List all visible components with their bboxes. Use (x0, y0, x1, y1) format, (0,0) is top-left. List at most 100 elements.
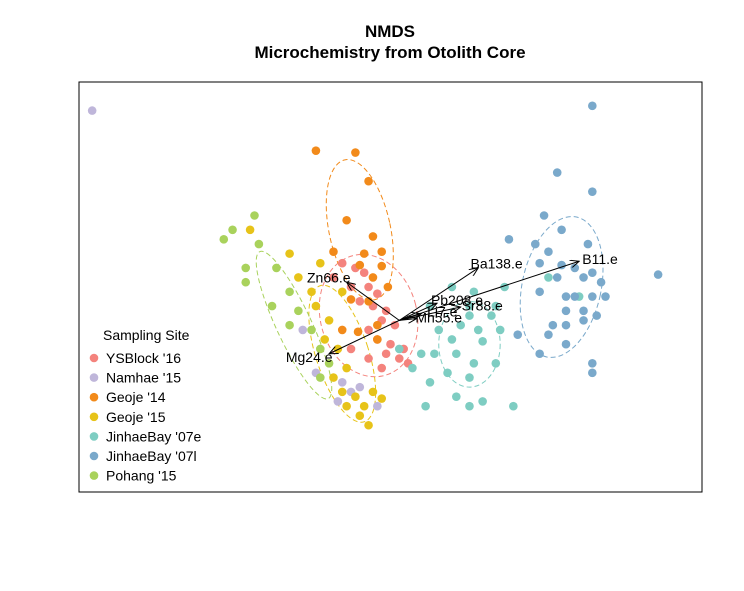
legend-swatch-3 (89, 412, 99, 422)
point-series-4-9 (434, 325, 444, 335)
legend-label-0: YSBlock '16 (106, 350, 181, 366)
point-series-0-3 (329, 273, 338, 282)
point-series-4-6 (465, 311, 474, 320)
point-series-5-8 (583, 239, 593, 249)
vector-arrow-1 (398, 268, 478, 321)
point-series-5-4 (557, 225, 566, 235)
point-series-3-5 (337, 287, 347, 297)
chart-subtitle: Microchemistry from Otolith Core (254, 43, 525, 62)
point-series-6-13 (324, 358, 334, 368)
vector-label-5: Mn55.e (415, 310, 462, 326)
point-series-5-33 (588, 368, 597, 378)
point-series-6-7 (285, 287, 294, 297)
point-series-5-7 (544, 247, 553, 257)
point-series-1-3 (337, 378, 347, 387)
point-series-5-28 (513, 330, 523, 339)
point-series-2-12 (346, 295, 356, 304)
legend-label-3: Geoje '15 (106, 409, 166, 425)
point-series-0-17 (394, 354, 404, 363)
ellipse-series-3 (308, 284, 377, 423)
point-series-4-8 (456, 320, 465, 330)
legend-swatch-4 (89, 432, 99, 441)
point-series-2-8 (355, 260, 365, 270)
point-series-5-32 (588, 358, 597, 368)
point-series-3-0 (245, 225, 255, 235)
vector-label-7: Mg24.e (286, 349, 333, 365)
point-series-3-17 (355, 411, 365, 421)
point-series-5-13 (653, 270, 663, 279)
chart-title: NMDS (365, 22, 415, 41)
point-series-5-17 (535, 287, 544, 297)
point-series-3-14 (342, 401, 351, 411)
legend-label-2: Geoje '14 (106, 389, 166, 405)
point-series-4-7 (487, 311, 496, 320)
point-series-5-31 (535, 349, 544, 359)
point-series-3-16 (377, 394, 387, 403)
point-series-6-3 (254, 239, 264, 249)
point-series-4-21 (443, 368, 452, 378)
point-series-4-2 (469, 287, 479, 297)
point-series-2-7 (377, 247, 387, 257)
point-series-1-6 (355, 382, 365, 392)
legend-label-5: JinhaeBay '07l (106, 448, 197, 464)
point-series-6-9 (294, 306, 303, 316)
point-series-5-5 (504, 235, 514, 244)
point-series-4-22 (465, 373, 474, 382)
point-series-6-1 (228, 225, 237, 235)
legend-title: Sampling Site (103, 327, 190, 343)
legend-swatch-1 (89, 373, 99, 382)
point-series-5-26 (579, 316, 588, 325)
legend-swatch-6 (89, 471, 99, 480)
ellipse-series-5 (519, 216, 604, 358)
point-series-4-25 (478, 397, 487, 406)
point-series-6-11 (285, 320, 294, 330)
point-series-4-16 (430, 349, 439, 359)
point-series-0-12 (364, 325, 373, 335)
point-series-5-2 (588, 187, 597, 196)
point-series-4-17 (452, 349, 461, 359)
point-series-3-11 (329, 373, 338, 382)
point-series-0-6 (373, 289, 382, 298)
point-series-0-21 (346, 344, 356, 354)
point-series-2-1 (351, 148, 360, 157)
point-series-5-25 (561, 320, 571, 330)
point-series-1-7 (373, 401, 382, 411)
vector-label-4: Li7.e (427, 303, 458, 319)
legend-label-6: Pohang '15 (106, 468, 177, 484)
point-series-5-6 (530, 239, 540, 249)
point-series-4-29 (544, 273, 553, 282)
point-series-5-15 (579, 273, 588, 282)
point-series-3-12 (351, 392, 360, 401)
point-series-4-19 (491, 358, 501, 368)
point-series-6-2 (219, 235, 229, 244)
legend: Sampling Site YSBlock '16 Namhae '15 Geoje… (89, 327, 202, 484)
point-series-5-12 (588, 268, 597, 277)
point-series-4-10 (473, 325, 483, 335)
point-series-3-6 (311, 301, 321, 311)
vector-label-1: Ba138.e (470, 256, 522, 272)
point-series-5-29 (544, 330, 553, 339)
point-series-5-11 (570, 263, 580, 273)
point-layer (87, 101, 663, 430)
point-series-0-2 (359, 268, 369, 277)
point-series-4-26 (421, 401, 430, 411)
point-series-0-19 (377, 363, 387, 373)
ellipse-series-0 (318, 253, 419, 378)
point-series-0-7 (355, 297, 365, 306)
point-series-4-20 (408, 363, 417, 373)
point-series-4-12 (447, 335, 457, 344)
vector-label-6: Zn66.e (307, 270, 351, 286)
point-series-4-14 (394, 344, 404, 354)
point-series-5-30 (561, 339, 571, 349)
point-series-2-17 (373, 335, 382, 344)
ellipse-layer (255, 159, 604, 423)
point-series-2-10 (368, 273, 378, 282)
point-series-4-27 (465, 401, 474, 411)
point-series-4-1 (447, 282, 457, 292)
point-series-1-5 (333, 397, 343, 406)
point-series-5-27 (592, 311, 602, 320)
point-series-5-9 (535, 258, 544, 268)
point-series-6-8 (267, 301, 277, 311)
point-series-2-4 (368, 232, 378, 241)
